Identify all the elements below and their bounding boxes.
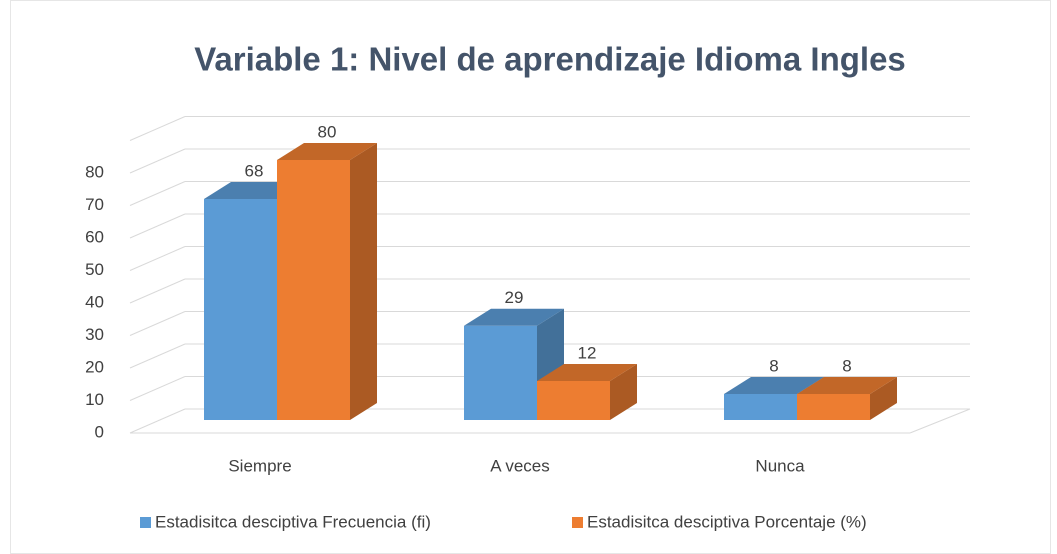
bar-top [797,377,897,394]
data-label: 12 [578,343,597,362]
grid-line [129,181,186,206]
grid-line [129,246,186,271]
y-tick-label: 60 [85,227,104,246]
legend-label: Estadisitca desciptiva Porcentaje (%) [587,512,867,531]
y-tick-label: 20 [85,357,104,376]
y-tick-label: 10 [85,390,104,409]
bar-top [537,364,637,381]
legend-swatch [572,517,583,528]
bar [277,160,350,420]
y-tick-label: 0 [95,422,104,441]
bar [797,394,870,420]
legend-swatch [140,517,151,528]
grid-line [129,343,186,369]
data-label: 80 [318,122,337,141]
floor-line [909,408,971,434]
bar [464,325,537,420]
grid-line [129,278,186,304]
bar-side [610,364,637,420]
bar-side [870,377,897,420]
bar-side [350,143,377,420]
x-tick-label: Nunca [755,456,805,475]
bar [537,381,610,420]
y-tick-label: 70 [85,195,104,214]
data-label: 68 [245,161,264,180]
y-tick-label: 80 [85,162,104,181]
bar [204,199,277,420]
x-tick-label: Siempre [228,456,291,475]
data-label: 29 [505,288,524,307]
x-tick-label: A veces [490,456,550,475]
data-label: 8 [769,356,778,375]
grid-line [129,311,186,336]
data-label: 8 [842,356,851,375]
grid-line [129,213,186,239]
grid-line [129,116,186,141]
grid-line [129,408,186,434]
grid-line [129,376,186,401]
y-tick-label: 40 [85,292,104,311]
bar-top [724,377,824,394]
bar [724,394,797,420]
y-tick-label: 30 [85,325,104,344]
grid-line [129,148,186,174]
legend-label: Estadisitca desciptiva Frecuencia (fi) [155,512,431,531]
bar-top [464,308,564,326]
y-tick-label: 50 [85,260,104,279]
chart-title: Variable 1: Nivel de aprendizaje Idioma … [194,41,906,78]
bar-top [277,143,377,160]
